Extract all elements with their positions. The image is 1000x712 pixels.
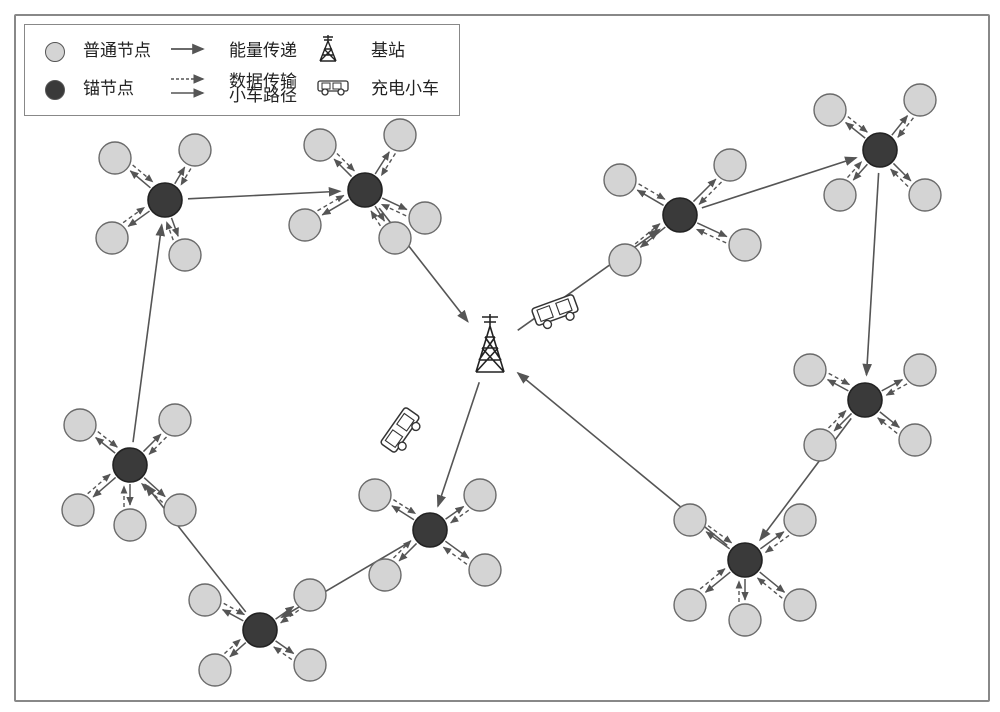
legend-light-circle <box>45 42 65 62</box>
tower-icon <box>315 33 341 63</box>
legend-dark-label: 锚节点 <box>83 79 134 98</box>
legend-energy-arrow <box>169 42 211 56</box>
legend: 普通节点 能量传递 基站 锚节点 数据传输 小车路径 充电小车 <box>24 24 460 116</box>
legend-light-label: 普通节点 <box>83 41 151 60</box>
legend-energy-label: 能量传递 <box>229 41 297 60</box>
legend-bs-label: 基站 <box>371 41 405 60</box>
outer-frame <box>14 14 990 702</box>
legend-dark-circle <box>45 80 65 100</box>
car-icon <box>315 75 353 97</box>
legend-car-label: 充电小车 <box>371 79 439 98</box>
legend-path-label: 小车路径 <box>229 86 297 105</box>
legend-stack-arrows <box>169 71 211 101</box>
